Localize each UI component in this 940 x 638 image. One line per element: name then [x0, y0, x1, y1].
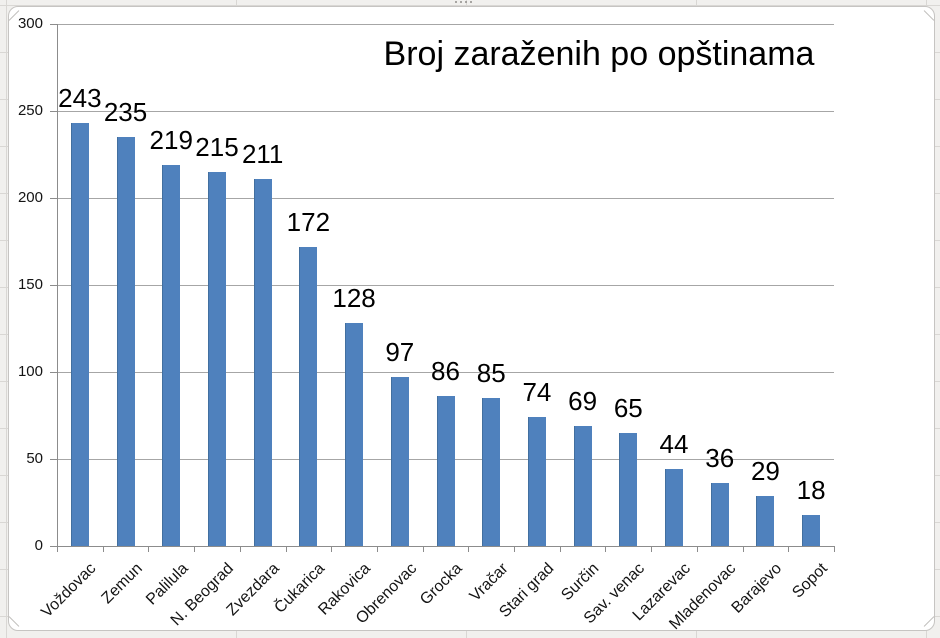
bar-value-label: 219	[149, 124, 193, 155]
y-axis-tick	[50, 198, 57, 199]
bar-value-label: 211	[241, 138, 284, 169]
bar-value-label: 74	[522, 377, 552, 408]
bar-value-label: 65	[613, 392, 643, 423]
y-axis-tick	[50, 24, 57, 25]
handle-dot	[455, 1, 457, 3]
x-axis-tick	[834, 547, 835, 552]
bar-value-label: 44	[659, 429, 689, 460]
y-axis-tick-label: 50	[26, 450, 43, 467]
category-label: Barajevo	[728, 560, 786, 617]
plot-area: 0 50 100 150 200 250 300 243 Voždovac 235 Zemun 219…	[18, 15, 835, 633]
handle-dot	[460, 1, 462, 3]
y-axis-line	[57, 24, 58, 547]
bar[interactable]	[207, 171, 226, 546]
x-axis-tick	[788, 547, 790, 552]
bar-value-label: 69	[568, 385, 598, 416]
corner-mark	[923, 616, 935, 627]
handle-dot	[470, 1, 472, 3]
x-axis-tick	[194, 547, 196, 552]
y-axis-tick	[50, 285, 57, 286]
bar[interactable]	[162, 164, 181, 546]
y-axis-tick-label: 250	[17, 102, 43, 119]
y-axis-tick-label: 300	[17, 15, 43, 32]
x-axis-tick	[148, 547, 150, 552]
bar[interactable]	[665, 469, 684, 546]
x-axis-tick	[57, 547, 58, 552]
x-axis-tick	[102, 547, 104, 552]
y-axis-tick-label: 100	[17, 363, 43, 380]
bar[interactable]	[756, 495, 775, 546]
bar[interactable]	[70, 123, 89, 546]
chart-title: Broj zaraženih po opštinama	[383, 35, 815, 73]
category-label: Sopot	[789, 560, 832, 602]
bar-value-label: 97	[385, 337, 415, 368]
bar[interactable]	[573, 425, 592, 546]
bar-value-label: 86	[431, 356, 460, 387]
bar-value-label: 243	[58, 83, 102, 114]
bar-value-label: 85	[476, 358, 506, 389]
x-axis-tick	[239, 547, 241, 552]
bar-value-label: 215	[195, 131, 239, 162]
y-axis-tick	[50, 459, 57, 460]
gridline	[57, 24, 834, 25]
handle-dot	[465, 1, 467, 3]
gridline	[57, 198, 834, 199]
x-axis-tick	[559, 547, 561, 552]
bar[interactable]	[345, 323, 364, 546]
bar-value-label: 36	[705, 443, 735, 474]
x-axis-tick	[468, 547, 470, 552]
category-label: Zemun	[98, 560, 146, 608]
bar[interactable]	[299, 246, 318, 546]
x-axis-tick	[605, 547, 607, 552]
corner-mark	[923, 10, 935, 21]
bar[interactable]	[527, 417, 546, 546]
selection-handle-dots	[455, 1, 472, 3]
bar[interactable]	[390, 377, 409, 546]
y-axis-tick	[50, 546, 57, 547]
x-axis-tick	[331, 547, 333, 552]
y-axis-tick-label: 200	[17, 189, 43, 206]
y-axis-tick-label: 150	[17, 276, 43, 293]
x-axis-tick	[514, 547, 516, 552]
bar[interactable]	[710, 483, 729, 546]
y-axis-tick	[50, 372, 57, 373]
chart-object[interactable]: Broj zaraženih po opštinama 0 50 100 150 200…	[8, 6, 935, 633]
bar[interactable]	[802, 514, 821, 546]
gridline	[57, 372, 834, 373]
x-axis-tick	[742, 547, 744, 552]
bar[interactable]	[436, 396, 455, 546]
bar-value-label: 29	[750, 455, 780, 486]
category-label: Grocka	[417, 560, 466, 609]
gridline	[57, 285, 834, 286]
corner-mark	[8, 616, 20, 627]
bar[interactable]	[116, 137, 135, 546]
bar[interactable]	[253, 178, 272, 546]
bar-value-label: 18	[796, 474, 826, 505]
bar-value-label: 128	[332, 283, 376, 314]
bar-value-label: 172	[286, 206, 331, 237]
bar-value-label: 235	[103, 97, 148, 128]
bar[interactable]	[619, 432, 638, 546]
x-axis-line	[57, 546, 835, 547]
x-axis-tick	[422, 547, 424, 552]
x-axis-tick	[376, 547, 378, 552]
x-axis-tick	[651, 547, 653, 552]
bar[interactable]	[482, 398, 501, 546]
category-label: Voždovac	[38, 560, 100, 622]
x-axis-tick	[285, 547, 287, 552]
y-axis-tick-label: 0	[34, 537, 43, 554]
gridline	[57, 111, 834, 112]
y-axis-tick	[50, 111, 57, 112]
x-axis-tick	[696, 547, 698, 552]
